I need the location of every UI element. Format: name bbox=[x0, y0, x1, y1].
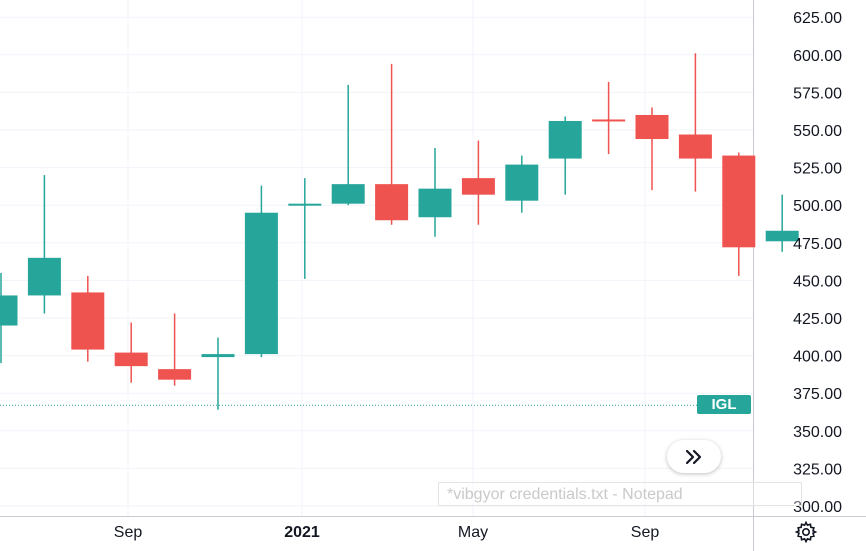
candle[interactable] bbox=[331, 84, 365, 206]
candle-body bbox=[201, 354, 235, 358]
y-tick-label: 400.00 bbox=[793, 349, 842, 366]
candle-body bbox=[678, 134, 712, 159]
grid bbox=[0, 0, 753, 516]
candle-body bbox=[592, 119, 626, 122]
x-tick-label: 2021 bbox=[284, 524, 320, 541]
y-tick-label: 325.00 bbox=[793, 461, 842, 478]
candle[interactable] bbox=[461, 140, 495, 225]
candle[interactable] bbox=[244, 185, 278, 358]
chart-settings-button[interactable] bbox=[788, 517, 824, 547]
y-tick-label: 525.00 bbox=[793, 161, 842, 178]
candle-body bbox=[27, 257, 61, 296]
y-tick-label: 625.00 bbox=[793, 10, 842, 27]
candle[interactable] bbox=[114, 322, 148, 383]
y-tick-label: 575.00 bbox=[793, 85, 842, 102]
candle[interactable] bbox=[678, 53, 712, 192]
x-tick-label: Sep bbox=[631, 524, 660, 541]
candle[interactable] bbox=[27, 175, 61, 314]
candle-body bbox=[635, 114, 669, 140]
candle[interactable] bbox=[635, 107, 669, 191]
y-tick-label: 475.00 bbox=[793, 236, 842, 253]
candle[interactable] bbox=[0, 272, 18, 364]
notepad-window-title-ghost: *vibgyor credentials.txt - Notepad bbox=[438, 482, 802, 506]
candle[interactable] bbox=[765, 194, 799, 252]
candle[interactable] bbox=[201, 337, 235, 410]
candle-body bbox=[505, 164, 539, 201]
y-tick-label: 600.00 bbox=[793, 48, 842, 65]
y-tick-label: 425.00 bbox=[793, 311, 842, 328]
symbol-price-badge: IGL bbox=[697, 395, 751, 414]
x-tick-label: May bbox=[458, 524, 488, 541]
candle-body bbox=[114, 352, 148, 367]
x-tick-label: Sep bbox=[114, 524, 143, 541]
candle-body bbox=[418, 188, 452, 218]
candle-body bbox=[71, 292, 105, 350]
candle[interactable] bbox=[505, 155, 539, 213]
gear-icon bbox=[794, 520, 818, 544]
candle[interactable] bbox=[375, 63, 409, 225]
candle-body bbox=[765, 230, 799, 242]
y-tick-label: 300.00 bbox=[793, 499, 842, 516]
candles bbox=[0, 53, 799, 410]
candle[interactable] bbox=[71, 275, 105, 362]
candle[interactable] bbox=[722, 152, 756, 276]
candle-body bbox=[244, 212, 278, 355]
candle[interactable] bbox=[592, 81, 626, 155]
candle-body bbox=[461, 178, 495, 195]
y-tick-label: 550.00 bbox=[793, 123, 842, 140]
candle[interactable] bbox=[418, 148, 452, 237]
candle[interactable] bbox=[158, 313, 192, 386]
candle-body bbox=[331, 184, 365, 204]
candle-body bbox=[375, 184, 409, 221]
y-tick-label: 375.00 bbox=[793, 386, 842, 403]
candle-body bbox=[722, 155, 756, 248]
y-tick-label: 450.00 bbox=[793, 273, 842, 290]
candle-body bbox=[158, 369, 192, 380]
candle-body bbox=[548, 120, 582, 159]
scroll-to-realtime-button[interactable] bbox=[667, 440, 721, 473]
candle-body bbox=[0, 295, 18, 326]
candle[interactable] bbox=[288, 178, 322, 279]
y-tick-label: 350.00 bbox=[793, 424, 842, 441]
candle[interactable] bbox=[548, 116, 582, 195]
candle-body bbox=[288, 203, 322, 206]
double-chevron-right-icon bbox=[685, 449, 702, 464]
y-tick-label: 500.00 bbox=[793, 198, 842, 215]
